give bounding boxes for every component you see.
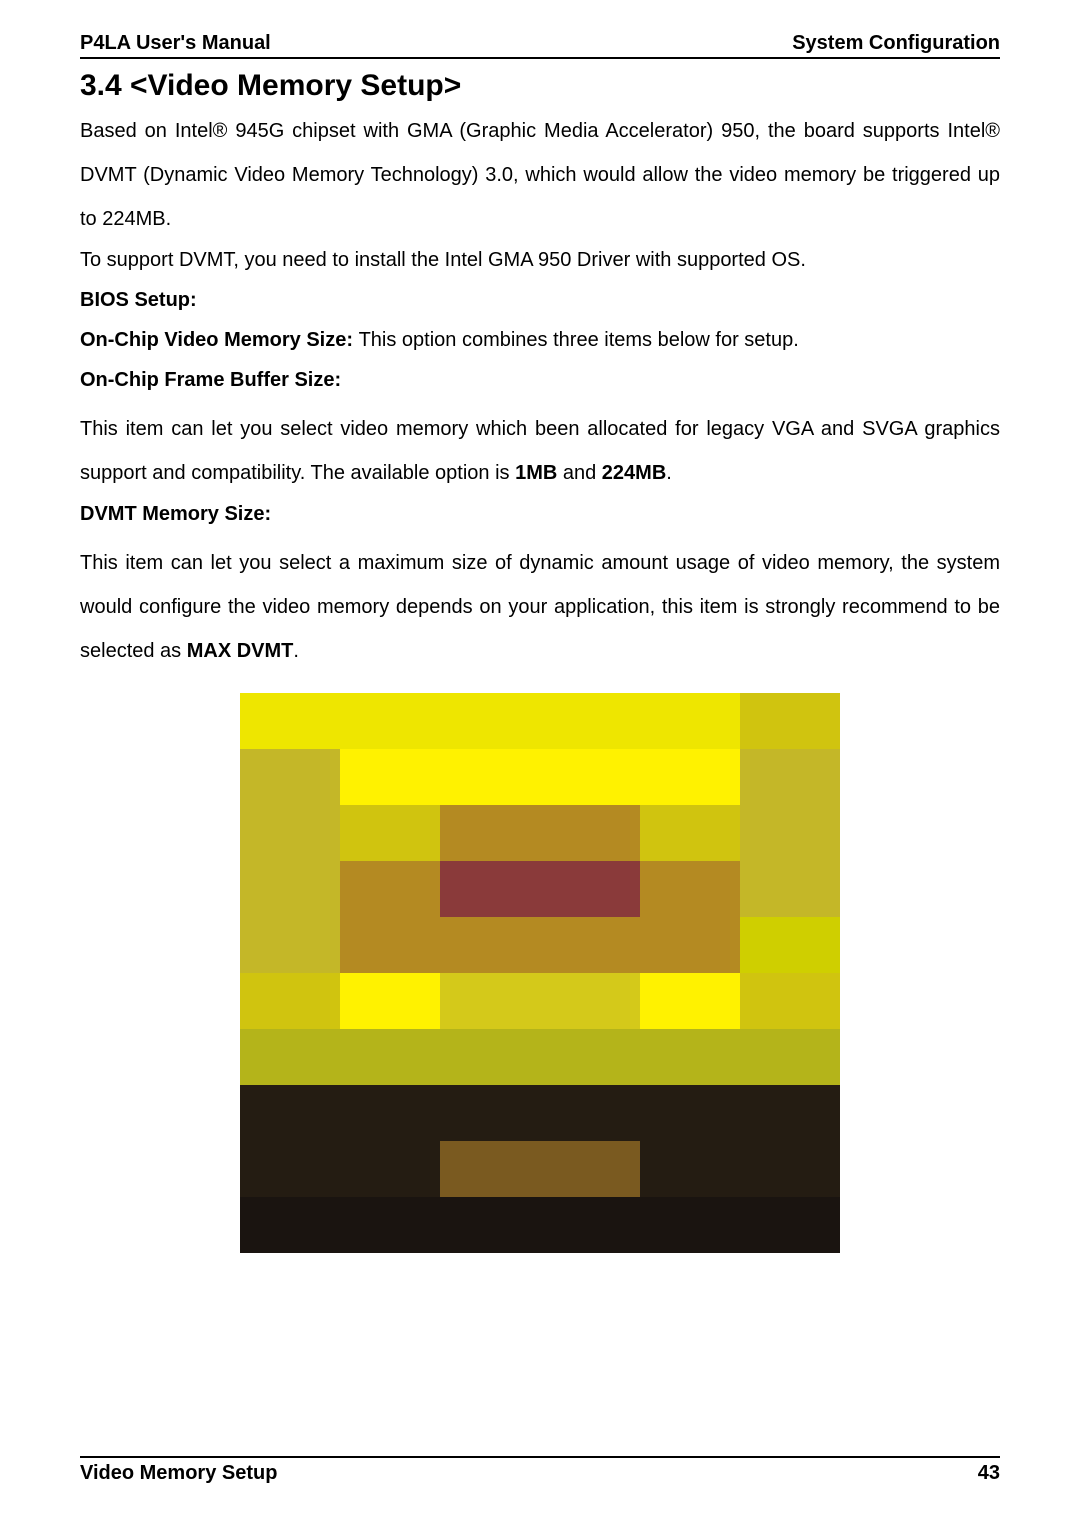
heatmap-cell <box>740 861 840 917</box>
heatmap-cell <box>640 1085 740 1141</box>
heatmap-cell <box>440 973 540 1029</box>
heatmap-cell <box>540 749 640 805</box>
heatmap-cell <box>540 693 640 749</box>
heatmap-cell <box>440 1197 540 1253</box>
heatmap-cell <box>340 1197 440 1253</box>
heatmap-cell <box>340 1141 440 1197</box>
heatmap-cell <box>340 917 440 973</box>
heatmap-cell <box>740 1029 840 1085</box>
heatmap-cell <box>440 1029 540 1085</box>
onchip-mem-line: On-Chip Video Memory Size: This option c… <box>80 327 1000 353</box>
heatmap-cell <box>440 805 540 861</box>
dvmt-text: This item can let you select a maximum s… <box>80 541 1000 673</box>
heatmap-cell <box>340 749 440 805</box>
heatmap-cell <box>240 749 340 805</box>
heatmap-cell <box>340 1085 440 1141</box>
dvmt-period: . <box>293 640 299 662</box>
heatmap-cell <box>240 917 340 973</box>
heatmap-cell <box>540 917 640 973</box>
heatmap-cell <box>740 973 840 1029</box>
heatmap-cell <box>340 805 440 861</box>
heatmap-cell <box>540 1029 640 1085</box>
footer-right: 43 <box>978 1462 1000 1485</box>
heatmap-cell <box>740 805 840 861</box>
bios-setup-label: BIOS Setup: <box>80 287 1000 313</box>
page-header: P4LA User's Manual System Configuration <box>80 32 1000 59</box>
heatmap-cell <box>540 973 640 1029</box>
heatmap-cell <box>640 1141 740 1197</box>
heatmap-cell <box>640 749 740 805</box>
section-title: 3.4 <Video Memory Setup> <box>80 69 1000 103</box>
heatmap-cell <box>740 1085 840 1141</box>
heatmap-cell <box>440 861 540 917</box>
heatmap-cell <box>440 917 540 973</box>
paragraph-driver: To support DVMT, you need to install the… <box>80 247 1000 273</box>
frame-buffer-period: . <box>666 462 672 484</box>
paragraph-intro: Based on Intel® 945G chipset with GMA (G… <box>80 109 1000 241</box>
heatmap-cell <box>640 1029 740 1085</box>
heatmap-cell <box>540 1085 640 1141</box>
heatmap-cell <box>640 805 740 861</box>
onchip-mem-label: On-Chip Video Memory Size: <box>80 329 359 351</box>
page-footer: Video Memory Setup 43 <box>80 1456 1000 1485</box>
heatmap-cell <box>640 1197 740 1253</box>
heatmap-cell <box>640 861 740 917</box>
heatmap-cell <box>340 861 440 917</box>
heatmap-cell <box>540 861 640 917</box>
heatmap-cell <box>240 805 340 861</box>
frame-buffer-text: This item can let you select video memor… <box>80 407 1000 495</box>
heatmap-cell <box>640 917 740 973</box>
heatmap-cell <box>340 693 440 749</box>
heatmap-cell <box>740 917 840 973</box>
heatmap-cell <box>340 1029 440 1085</box>
frame-buffer-and: and <box>557 462 601 484</box>
heatmap-cell <box>540 805 640 861</box>
heatmap-image <box>240 693 840 1253</box>
onchip-mem-text: This option combines three items below f… <box>359 329 799 351</box>
heatmap-cell <box>540 1141 640 1197</box>
heatmap-cell <box>240 973 340 1029</box>
heatmap-cell <box>440 693 540 749</box>
heatmap-cell <box>740 693 840 749</box>
heatmap-cell <box>240 1141 340 1197</box>
heatmap-cell <box>240 1197 340 1253</box>
heatmap-cell <box>740 1141 840 1197</box>
frame-buffer-224mb: 224MB <box>602 462 666 484</box>
heatmap-cell <box>740 749 840 805</box>
dvmt-label: DVMT Memory Size: <box>80 501 1000 527</box>
heatmap-cell <box>540 1197 640 1253</box>
heatmap-cell <box>240 861 340 917</box>
heatmap-cell <box>340 973 440 1029</box>
heatmap-cell <box>440 1085 540 1141</box>
header-left: P4LA User's Manual <box>80 32 271 55</box>
heatmap-cell <box>240 1085 340 1141</box>
heatmap-cell <box>640 693 740 749</box>
frame-buffer-1mb: 1MB <box>515 462 557 484</box>
heatmap-cell <box>240 1029 340 1085</box>
heatmap-cell <box>240 693 340 749</box>
frame-buffer-label: On-Chip Frame Buffer Size: <box>80 367 1000 393</box>
dvmt-max: MAX DVMT <box>187 640 294 662</box>
page: P4LA User's Manual System Configuration … <box>0 0 1080 1529</box>
heatmap-cell <box>440 749 540 805</box>
footer-left: Video Memory Setup <box>80 1462 277 1485</box>
header-right: System Configuration <box>792 32 1000 55</box>
heatmap-cell <box>640 973 740 1029</box>
heatmap-cell <box>440 1141 540 1197</box>
heatmap-cell <box>740 1197 840 1253</box>
